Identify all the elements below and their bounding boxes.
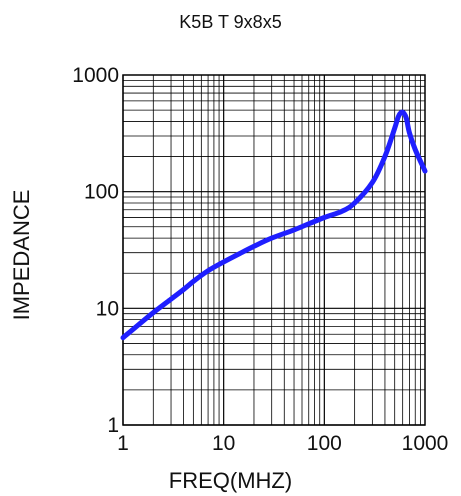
y-tick-label: 1000 xyxy=(72,64,119,87)
y-tick-label: 1 xyxy=(107,414,119,437)
y-axis-label: IMPEDANCE xyxy=(9,189,34,321)
grid xyxy=(122,75,425,426)
series-group xyxy=(120,109,428,341)
y-tick-label: 10 xyxy=(96,297,119,320)
x-tick-label: 1 xyxy=(117,432,129,455)
impedance-series-line xyxy=(120,109,428,341)
plot-frame xyxy=(122,74,426,426)
tick-labels: 1 10 100 1000 1 10 100 1000 xyxy=(72,64,448,455)
chart-title: K5B T 9x8x5 xyxy=(179,12,282,32)
x-axis-label: FREQ(MHZ) xyxy=(168,468,293,493)
y-tick-label: 100 xyxy=(84,181,119,204)
x-tick-label: 1000 xyxy=(402,432,449,455)
x-tick-label: 100 xyxy=(307,432,342,455)
x-tick-label: 10 xyxy=(212,432,235,455)
